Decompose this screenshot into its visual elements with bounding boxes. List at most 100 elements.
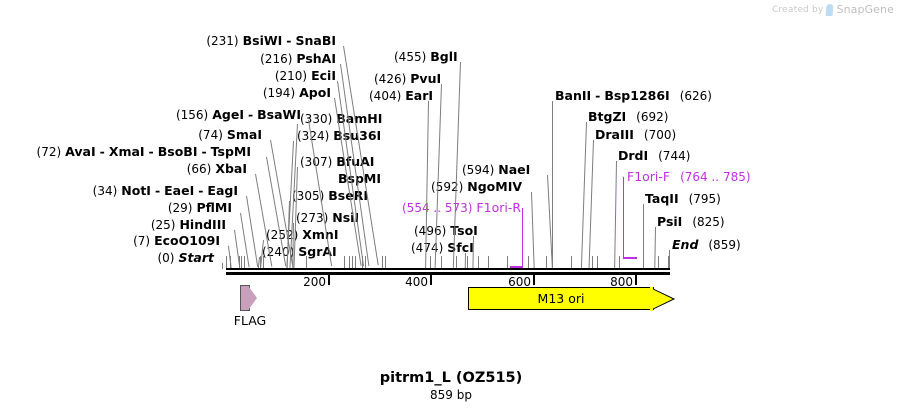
site-position: (34)	[92, 184, 118, 198]
site-tick	[352, 256, 353, 268]
watermark-prefix: Created by	[771, 4, 824, 15]
enzyme-label-noti-eaei-eagi[interactable]: (34) NotI - EaeI - EagI	[93, 184, 238, 198]
start-marker: Start	[178, 250, 214, 265]
site-tick	[467, 256, 468, 268]
site-position: (455)	[394, 50, 427, 64]
site-position: (273)	[296, 211, 329, 225]
map-title: pitrm1_L (OZ515)	[379, 370, 523, 386]
site-tick	[507, 256, 508, 268]
enzyme-label-bfuai[interactable]: (307) BfuAI	[300, 155, 374, 169]
site-tick	[592, 256, 593, 268]
marker-label-end[interactable]: End (859)	[672, 238, 741, 252]
primer-range: (764 .. 785)	[680, 170, 751, 184]
watermark-brand: SnapGene	[836, 3, 894, 16]
label-separator: -	[154, 183, 161, 198]
enzyme-name: BglI	[430, 49, 458, 64]
enzyme-name: BfuAI	[336, 154, 375, 169]
site-position: (0)	[157, 251, 175, 265]
site-tick	[241, 256, 242, 268]
site-tick	[306, 256, 307, 268]
enzyme-label-eari[interactable]: (404) EarI	[369, 89, 433, 103]
enzyme-label-pvui[interactable]: (426) PvuI	[374, 72, 441, 86]
enzyme-name: NotI	[121, 183, 151, 198]
site-position: (156)	[175, 108, 209, 122]
site-tick	[385, 256, 386, 268]
site-tick	[362, 256, 363, 268]
enzyme-label-bspmi[interactable]: BspMI	[338, 172, 381, 185]
site-position: (7)	[133, 234, 151, 248]
enzyme-name: PvuI	[410, 71, 442, 86]
enzyme-name: TaqII	[645, 191, 679, 206]
site-tick	[244, 256, 245, 268]
enzyme-label-ngomiv[interactable]: (592) NgoMIV	[431, 180, 522, 194]
ruler-tick-200	[328, 275, 330, 285]
enzyme-label-xbai[interactable]: (66) XbaI	[187, 162, 247, 176]
enzyme-name: AgeI	[212, 107, 244, 122]
ruler-tick-label-600: 600	[508, 275, 531, 289]
enzyme-name: ApoI	[299, 85, 331, 100]
enzyme-name: PsiI	[657, 214, 683, 229]
site-position: (72)	[36, 145, 62, 159]
primer-label-f1ori-f[interactable]: F1ori-F (764 .. 785)	[627, 170, 751, 184]
site-position: (305)	[292, 189, 325, 203]
enzyme-label-sgrai[interactable]: (240) SgrAI	[262, 245, 337, 259]
enzyme-name: SfcI	[447, 240, 474, 255]
site-position: (692)	[636, 110, 669, 124]
end-marker: End	[672, 237, 699, 252]
enzyme-name: BspMI	[338, 171, 382, 186]
enzyme-name: EaeI	[164, 183, 195, 198]
enzyme-label-bseri[interactable]: (305) BseRI	[292, 189, 368, 203]
enzyme-label-bgli[interactable]: (455) BglI	[394, 50, 458, 64]
enzyme-name: EciI	[311, 68, 336, 83]
enzyme-label-drdi[interactable]: DrdI (744)	[618, 149, 690, 163]
site-tick	[239, 256, 240, 268]
feature-m13-ori-arrowhead	[650, 286, 676, 312]
site-tick	[619, 256, 620, 268]
site-position: (307)	[300, 155, 333, 169]
enzyme-label-pflmi[interactable]: (29) PflMI	[168, 201, 232, 215]
marker-label-start[interactable]: (0) Start	[157, 251, 214, 265]
enzyme-name: TspMI	[210, 144, 251, 159]
leader-line	[222, 263, 223, 269]
primer-leader-f1ori-f	[623, 177, 625, 259]
primer-leader-f1ori-r	[522, 208, 524, 268]
enzyme-label-draiii[interactable]: DraIII (700)	[595, 128, 676, 142]
enzyme-label-nsii[interactable]: (273) NsiI	[296, 211, 359, 225]
feature-m13-ori[interactable]: M13 ori	[468, 287, 654, 310]
enzyme-name: PflMI	[196, 200, 232, 215]
leader-line	[669, 250, 670, 268]
enzyme-name: SmaI	[226, 127, 262, 142]
enzyme-label-naei[interactable]: (594) NaeI	[462, 163, 530, 177]
enzyme-label-apoi[interactable]: (194) ApoI	[263, 86, 331, 100]
enzyme-label-agei-bsawi[interactable]: (156) AgeI - BsaWI	[176, 108, 301, 122]
site-position: (626)	[679, 89, 712, 103]
leader-line	[580, 122, 587, 268]
site-position: (859)	[708, 238, 741, 252]
enzyme-label-ecii[interactable]: (210) EciI	[275, 69, 336, 83]
enzyme-label-bsiwi-snabi[interactable]: (231) BsiWI - SnaBI	[206, 34, 336, 48]
site-position: (231)	[206, 34, 239, 48]
enzyme-label-pshai[interactable]: (216) PshAI	[260, 52, 336, 66]
enzyme-label-banii-bsp1286i[interactable]: BanII - Bsp1286I (626)	[555, 89, 712, 103]
site-position: (594)	[462, 163, 495, 177]
enzyme-label-psii[interactable]: PsiI (825)	[657, 215, 725, 229]
enzyme-label-avai-xmai-bsobi-tspmi[interactable]: (72) AvaI - XmaI - BsoBI - TspMI	[37, 145, 251, 159]
enzyme-name: XmnI	[302, 227, 339, 242]
label-separator: -	[247, 107, 254, 122]
site-tick	[355, 256, 356, 268]
primer-label-f1ori-r[interactable]: (554 .. 573) F1ori-R	[402, 201, 521, 215]
ruler-tick-600	[533, 275, 535, 285]
site-tick	[349, 256, 350, 268]
enzyme-label-taqii[interactable]: TaqII (795)	[645, 192, 721, 206]
enzyme-label-smai[interactable]: (74) SmaI	[198, 128, 262, 142]
primer-foot-f1ori-f	[623, 257, 637, 259]
site-position: (744)	[658, 149, 691, 163]
enzyme-label-btgzi[interactable]: BtgZI (692)	[588, 110, 668, 124]
enzyme-name: DraIII	[595, 127, 634, 142]
enzyme-label-ecoo109i[interactable]: (7) EcoO109I	[133, 234, 220, 248]
enzyme-name: EagI	[207, 183, 238, 198]
leader-line	[464, 253, 466, 269]
enzyme-label-hindiii[interactable]: (25) HindIII	[151, 218, 226, 232]
enzyme-label-tsoi[interactable]: (496) TsoI	[414, 224, 478, 238]
